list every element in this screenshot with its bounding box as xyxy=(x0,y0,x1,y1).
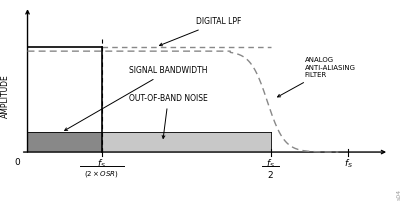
Text: OUT-OF-BAND NOISE: OUT-OF-BAND NOISE xyxy=(128,94,207,138)
Bar xyxy=(27,132,101,152)
Text: AMPLITUDE: AMPLITUDE xyxy=(1,74,10,118)
Text: $f_S$: $f_S$ xyxy=(343,158,352,170)
Text: DIGITAL LPF: DIGITAL LPF xyxy=(159,17,241,46)
Text: $f_S$: $f_S$ xyxy=(265,158,274,170)
Bar xyxy=(101,132,270,152)
Text: ANALOG
ANTI-ALIASING
FILTER: ANALOG ANTI-ALIASING FILTER xyxy=(277,57,355,97)
Text: s04: s04 xyxy=(396,188,401,200)
Text: $(2 \times OSR)$: $(2 \times OSR)$ xyxy=(84,169,119,179)
Text: $2$: $2$ xyxy=(267,169,274,180)
Text: 0: 0 xyxy=(14,158,20,167)
Text: SIGNAL BANDWIDTH: SIGNAL BANDWIDTH xyxy=(65,66,207,130)
Text: $f_S$: $f_S$ xyxy=(97,158,106,170)
